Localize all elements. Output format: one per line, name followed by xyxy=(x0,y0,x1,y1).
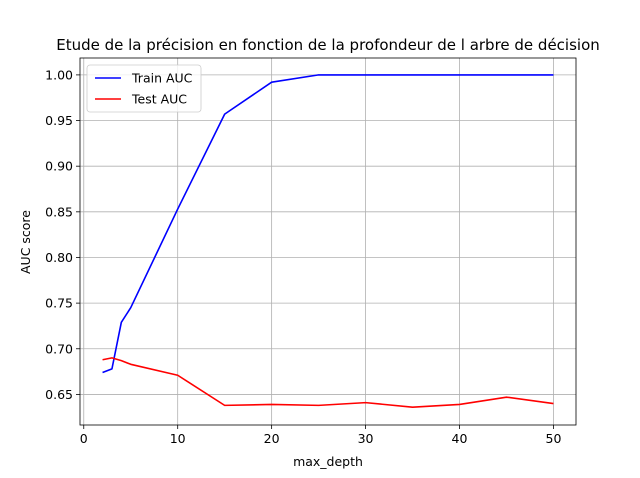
y-tick-label: 0.70 xyxy=(45,341,73,356)
plot-area xyxy=(102,74,554,409)
y-tick-label: 0.65 xyxy=(45,387,73,402)
y-tick-label: 0.80 xyxy=(45,250,73,265)
y-tick-label: 0.75 xyxy=(45,296,73,311)
legend-label: Train AUC xyxy=(131,71,193,86)
x-axis-label: max_depth xyxy=(293,454,363,469)
x-tick-label: 40 xyxy=(452,431,468,446)
y-tick-label: 0.85 xyxy=(45,204,73,219)
legend-box xyxy=(86,64,202,113)
ticks: 0 10 20 30 40 50 0.65 0.70 0.75 0.80 0.85 0.90 0.95 1… xyxy=(45,67,561,446)
x-tick-label: 30 xyxy=(358,431,374,446)
x-tick-label: 20 xyxy=(264,431,280,446)
axes xyxy=(79,57,577,426)
chart-title: Etude de la précision en fonction de la … xyxy=(56,36,600,54)
series-line-test-auc xyxy=(102,357,554,409)
x-tick-label: 50 xyxy=(546,431,562,446)
y-tick-label: 0.95 xyxy=(45,113,73,128)
x-tick-label: 0 xyxy=(80,431,88,446)
legend-label: Test AUC xyxy=(131,92,187,107)
axes-frame xyxy=(79,57,577,426)
legend: Train AUC Test AUC xyxy=(86,64,202,113)
y-axis-label: AUC score xyxy=(18,210,33,274)
series-line-train-auc xyxy=(102,74,554,374)
y-tick-label: 0.90 xyxy=(45,159,73,174)
y-tick-label: 1.00 xyxy=(45,67,73,82)
x-tick-label: 10 xyxy=(170,431,186,446)
